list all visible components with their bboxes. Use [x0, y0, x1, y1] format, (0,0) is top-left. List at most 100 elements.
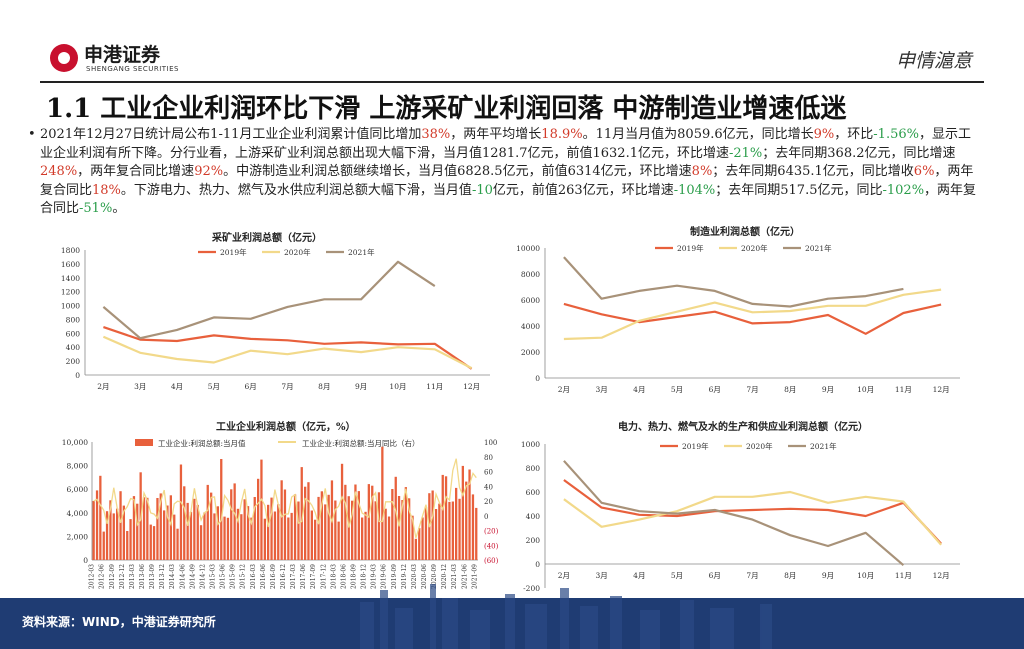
x-tick-label: 2015-09	[230, 564, 237, 589]
profit-bar	[159, 493, 162, 560]
series-line-2020年	[102, 335, 473, 370]
left-tick-label: 2,000	[67, 532, 89, 541]
profit-bar	[448, 501, 451, 560]
profit-bar	[263, 518, 266, 560]
summary-segment: ，两年复合同比增速	[77, 164, 195, 179]
profit-bar	[226, 517, 230, 560]
x-tick-label: 4月	[633, 385, 645, 394]
y-tick-label: 1200	[61, 288, 80, 297]
profit-bar	[307, 482, 310, 560]
profit-bar	[397, 496, 401, 560]
x-tick-label: 2015-06	[220, 564, 227, 589]
profit-bar	[458, 498, 461, 560]
y-tick-label: 4000	[521, 322, 540, 331]
right-tick-label: 0	[484, 513, 488, 521]
y-tick-label: 1000	[61, 302, 80, 311]
legend-label: 2019年	[682, 441, 709, 451]
summary-segment: 亿元，前值263亿元，环比增速	[492, 182, 674, 198]
x-tick-label: 2015-12	[240, 564, 247, 589]
x-tick-label: 10月	[857, 571, 874, 580]
profit-bar	[334, 500, 337, 560]
profit-bar	[166, 505, 169, 560]
y-tick-label: 800	[66, 315, 81, 324]
x-tick-label: 2012-03	[89, 564, 96, 589]
x-tick-label: 6月	[709, 385, 721, 394]
profit-bar	[418, 528, 421, 560]
summary-segment: -104%	[673, 182, 716, 198]
summary-segment: ，显示工业企业利润有所下降。分行业看，上游采矿业利润总额出现大幅下滑，当月值12…	[40, 127, 971, 161]
x-tick-label: 12月	[933, 571, 950, 580]
profit-bar	[179, 464, 183, 560]
profit-bar	[351, 500, 354, 560]
legend-label: 2021年	[348, 247, 375, 257]
y-tick-label: 1800	[61, 246, 80, 255]
profit-bar	[465, 481, 468, 560]
summary-segment: 92%	[194, 164, 224, 179]
profit-bar	[327, 494, 330, 560]
profit-bar	[364, 511, 367, 560]
profit-bar	[109, 500, 112, 560]
x-tick-label: 2013-09	[149, 564, 156, 589]
x-tick-label: 8月	[784, 385, 796, 394]
x-tick-label: 2020-03	[411, 564, 418, 589]
x-tick-label: 2月	[558, 385, 570, 394]
x-tick-label: 8月	[318, 382, 330, 391]
profit-bar	[246, 506, 250, 560]
y-tick-label: 2000	[521, 348, 540, 357]
x-tick-label: 2017-03	[290, 564, 297, 589]
y-tick-label: 200	[66, 357, 81, 366]
x-tick-label: 11月	[895, 571, 912, 580]
profit-bar	[451, 501, 454, 560]
y-tick-label: 400	[66, 343, 81, 352]
profit-bar	[250, 517, 253, 560]
profit-bar	[132, 496, 136, 560]
profit-bar	[431, 490, 434, 560]
logo-english: SHENGANG SECURITIES	[86, 65, 179, 73]
x-tick-label: 2012-12	[119, 564, 126, 589]
x-tick-label: 2016-09	[270, 564, 277, 589]
y-tick-label: 800	[526, 464, 541, 473]
summary-segment: ；去年同期6435.1亿元，同比增收	[712, 164, 914, 179]
profit-bar	[240, 514, 243, 560]
x-tick-label: 2021-03	[451, 564, 458, 589]
series-line-2019年	[103, 326, 473, 370]
profit-bar	[260, 459, 263, 560]
series-line-2019年	[563, 479, 942, 545]
profit-bar	[199, 525, 203, 560]
x-tick-label: 9月	[355, 382, 367, 391]
summary-segment: ；去年同期517.5亿元，同比	[715, 182, 883, 198]
left-tick-label: 0	[83, 556, 88, 565]
series-line-2020年	[563, 288, 942, 341]
x-tick-label: 2019-06	[381, 564, 388, 589]
profit-bar	[257, 478, 260, 560]
summary-segment: 248%	[40, 164, 78, 179]
y-tick-label: 1000	[521, 440, 540, 449]
series-line-2021年	[563, 256, 904, 308]
profit-bar	[230, 489, 233, 560]
x-tick-label: 2020-09	[431, 564, 438, 589]
x-tick-label: 2016-03	[250, 564, 257, 589]
profit-bar	[169, 495, 172, 560]
y-tick-label: -200	[523, 584, 540, 593]
profit-bar	[129, 519, 132, 560]
profit-bar	[290, 512, 293, 560]
y-tick-label: 8000	[521, 270, 540, 279]
x-tick-label: 7月	[746, 571, 758, 580]
profit-bar	[357, 491, 360, 560]
profit-bar	[156, 498, 159, 560]
profit-bar	[213, 513, 216, 560]
profit-bar	[92, 501, 95, 560]
legend-swatch	[135, 439, 153, 446]
profit-bar	[142, 497, 146, 560]
left-tick-label: 4,000	[67, 509, 89, 518]
profit-bar	[337, 521, 340, 560]
summary-segment: 18.9%	[541, 127, 583, 142]
x-tick-label: 2020-06	[421, 564, 428, 589]
profit-bar	[381, 446, 384, 560]
profit-bar	[293, 494, 297, 560]
x-tick-label: 11月	[426, 382, 443, 391]
y-tick-label: 0	[75, 371, 80, 380]
profit-bar	[220, 459, 223, 560]
right-tick-label: 20	[484, 498, 493, 506]
summary-segment: 8%	[691, 164, 713, 179]
